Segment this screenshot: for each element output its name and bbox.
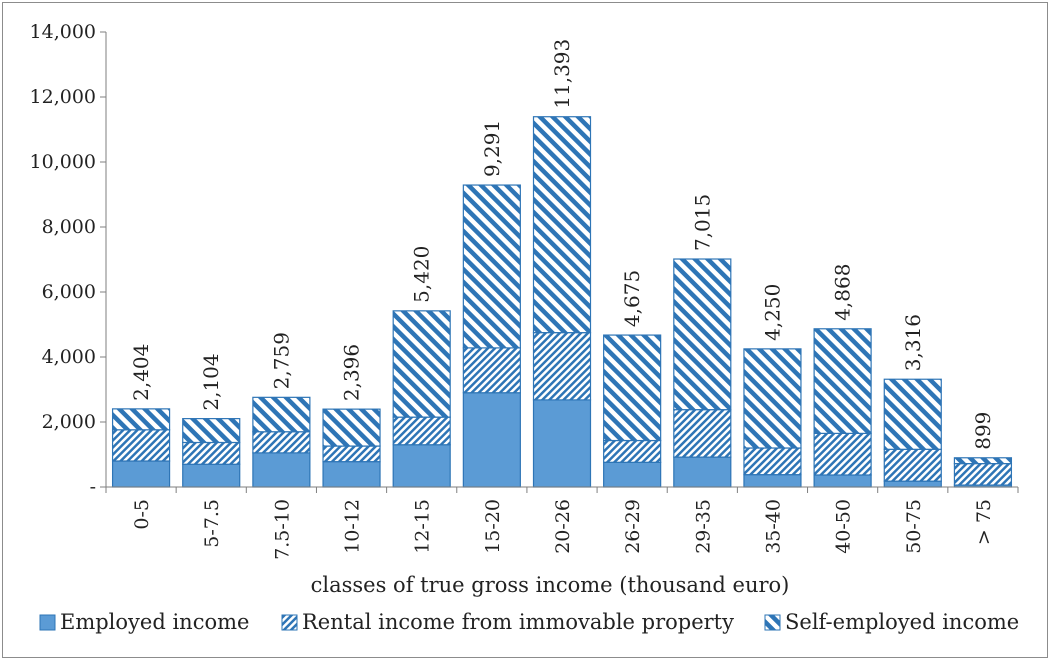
bar-total-label: 3,316 xyxy=(901,314,925,371)
x-tick-label: 15-20 xyxy=(482,499,504,554)
bar-segment-self-employed xyxy=(182,418,241,444)
legend-swatch xyxy=(281,614,298,631)
bar-segment-rental xyxy=(532,332,592,401)
bar-segment-self-employed xyxy=(743,348,802,449)
bar-segment-employed xyxy=(252,452,311,488)
legend-item-self-employed: Self-employed income xyxy=(764,610,1019,634)
bar-segment-rental xyxy=(603,439,662,463)
bar-segment-self-employed xyxy=(252,396,311,433)
legend-item-rental: Rental income from immovable property xyxy=(281,610,734,634)
bar-segment-employed xyxy=(111,460,171,488)
bar-segment-employed xyxy=(392,444,451,488)
y-tick-label: 4,000 xyxy=(42,346,96,368)
bar-segment-rental xyxy=(182,441,241,465)
bar-segment-rental xyxy=(111,429,171,462)
legend-label: Rental income from immovable property xyxy=(302,610,734,634)
x-tick-label: 35-40 xyxy=(762,499,784,554)
bar-segment-self-employed xyxy=(322,408,381,447)
y-tick-label: 12,000 xyxy=(30,86,96,108)
bar-total-label: 2,396 xyxy=(340,344,364,401)
x-tick-label: 50-75 xyxy=(903,499,925,554)
x-tick-label: 0-5 xyxy=(131,499,153,530)
bar-segment-employed xyxy=(532,399,592,488)
bar-segment-employed xyxy=(462,392,521,488)
bar-segment-self-employed xyxy=(392,310,451,418)
bar-total-label: 5,420 xyxy=(410,246,434,303)
bar-segment-self-employed xyxy=(813,328,872,434)
bar-total-label: 11,393 xyxy=(550,39,574,109)
bar-segment-self-employed xyxy=(603,334,662,442)
bar-segment-rental xyxy=(462,347,521,394)
y-tick-label: 2,000 xyxy=(42,411,96,433)
bar-total-label: 2,104 xyxy=(199,353,223,410)
bar-segment-rental xyxy=(883,448,942,482)
bar-total-label: 2,404 xyxy=(129,344,153,401)
x-tick-label: 40-50 xyxy=(833,499,855,554)
bar-segment-rental xyxy=(252,431,311,454)
y-tick-label: 8,000 xyxy=(42,216,96,238)
bar-segment-self-employed xyxy=(462,184,521,349)
bar-segment-rental xyxy=(322,445,381,463)
legend-swatch xyxy=(39,614,56,631)
bar-segment-employed xyxy=(182,463,241,488)
bar-segment-rental xyxy=(743,447,802,476)
bar-total-label: 2,759 xyxy=(269,332,293,389)
x-tick-label: 7.5-10 xyxy=(271,499,293,560)
bar-segment-employed xyxy=(603,461,662,488)
x-tick-label: 20-26 xyxy=(552,499,574,554)
bar-segment-rental xyxy=(813,432,872,476)
bar-segment-self-employed xyxy=(953,457,1013,465)
bar-total-label: 899 xyxy=(971,412,995,450)
bar-segment-rental xyxy=(392,416,451,446)
bar-segment-employed xyxy=(322,461,381,488)
data-labels-group: 2,404 2,104 2,759 2,396 5,420 9,291 11,393 4,67… xyxy=(129,39,995,450)
x-tick-label: 10-12 xyxy=(342,499,364,554)
legend: Employed income Rental income from immova… xyxy=(39,610,1019,634)
bar-total-label: 7,015 xyxy=(690,194,714,251)
y-tick-label: 6,000 xyxy=(42,281,96,303)
bars-group xyxy=(111,116,1013,488)
x-axis: 0-5 5-7.5 7.5-10 10-12 12-15 15-20 20-26 26-29 2… xyxy=(105,486,1019,560)
x-tick-label: 12-15 xyxy=(412,499,434,554)
bar-segment-self-employed xyxy=(883,378,942,450)
bar-total-label: 4,250 xyxy=(760,284,784,341)
bar-total-label: 9,291 xyxy=(480,120,504,177)
x-tick-label: > 75 xyxy=(973,499,995,545)
y-tick-label: - xyxy=(90,476,96,498)
bar-segment-self-employed xyxy=(111,408,171,431)
legend-label: Self-employed income xyxy=(785,610,1019,634)
bar-segment-rental xyxy=(953,463,1013,486)
x-tick-label: 29-35 xyxy=(692,499,714,554)
bar-segment-rental xyxy=(673,409,732,458)
x-tick-label: 5-7.5 xyxy=(201,499,223,548)
bar-segment-employed xyxy=(673,456,732,488)
bar-total-label: 4,868 xyxy=(831,264,855,321)
legend-swatch xyxy=(764,614,781,631)
bar-total-label: 4,675 xyxy=(620,270,644,327)
y-tick-label: 10,000 xyxy=(30,151,96,173)
bar-segment-employed xyxy=(883,480,942,488)
x-tick-label: 26-29 xyxy=(622,499,644,554)
y-axis: - 2,000 4,000 6,000 8,000 10,000 12,000 14,000 xyxy=(30,21,107,498)
bar-segment-self-employed xyxy=(673,258,732,411)
x-axis-title: classes of true gross income (thousand e… xyxy=(311,573,790,597)
legend-label: Employed income xyxy=(60,610,249,634)
bar-segment-self-employed xyxy=(532,116,592,334)
bar-segment-employed xyxy=(743,474,802,488)
y-tick-label: 14,000 xyxy=(30,21,96,43)
bar-segment-employed xyxy=(813,474,872,488)
legend-item-employed: Employed income xyxy=(39,610,249,634)
